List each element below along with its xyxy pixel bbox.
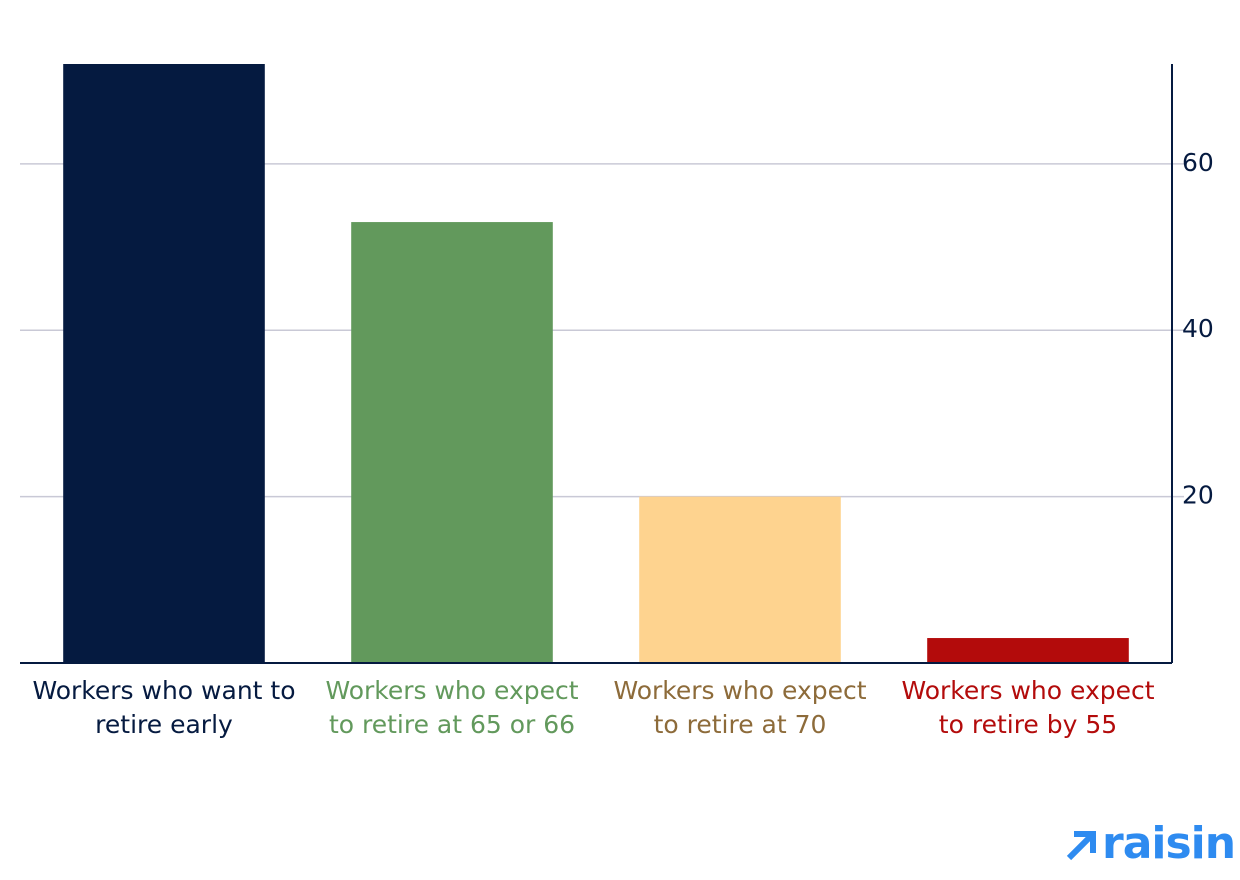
y-tick-label: 40 [1182, 314, 1214, 343]
x-tick-label: Workers who expect to retire by 55 [901, 676, 1155, 739]
logo: raisin [1102, 818, 1236, 869]
bar [63, 64, 265, 663]
x-tick-label: Workers who want to retire early [32, 676, 296, 739]
y-tick-label: 20 [1182, 481, 1214, 510]
bar [927, 638, 1129, 663]
x-tick-label: Workers who expect to retire at 70 [613, 676, 867, 739]
x-tick-label: Workers who expect to retire at 65 or 66 [325, 676, 579, 739]
y-tick-label: 60 [1182, 148, 1214, 177]
bar [351, 222, 553, 663]
logo-arrow [1066, 831, 1096, 861]
bar [639, 496, 841, 663]
